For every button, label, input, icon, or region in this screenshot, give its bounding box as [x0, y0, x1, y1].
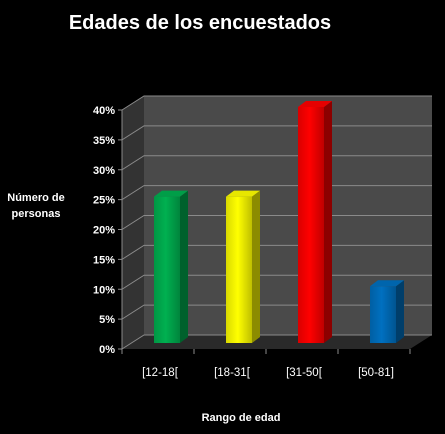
gridline: [121, 274, 432, 290]
bar-top-face: [370, 280, 404, 287]
bar: [298, 107, 324, 343]
y-tick-label: 20%: [93, 225, 115, 237]
bar-top-face: [154, 190, 188, 197]
bar-side-face: [396, 280, 404, 343]
bar-top-face: [298, 101, 332, 107]
gridline: [121, 215, 432, 230]
y-tick-label: 35%: [93, 135, 115, 147]
x-axis-label: Rango de edad: [202, 412, 281, 424]
x-tick-label: [18-31[: [214, 367, 251, 379]
gridline: [121, 185, 432, 201]
y-axis-label-line: personas: [12, 208, 61, 220]
x-tick-label: [50-81]: [358, 367, 394, 379]
y-tick-label: 10%: [93, 284, 115, 296]
y-axis-label-line: Número de: [7, 192, 64, 204]
y-tick-label: 25%: [93, 195, 115, 207]
y-tick-label: 5%: [99, 314, 115, 326]
bar-top-face: [226, 190, 260, 197]
y-tick-label: 40%: [93, 105, 115, 117]
gridline: [121, 95, 432, 111]
x-tick-label: [31-50[: [286, 367, 323, 379]
bar-side-face: [324, 101, 332, 343]
bar: [370, 286, 396, 343]
bar-side-face: [180, 190, 188, 343]
gridline: [121, 334, 432, 350]
plot-floor: [122, 335, 432, 349]
y-axis-label: Número de personas: [7, 192, 64, 220]
bar-side-face: [252, 190, 260, 343]
x-tick-label: [12-18[: [142, 367, 179, 379]
y-tick-label: 0%: [99, 344, 115, 356]
gridline: [121, 155, 432, 171]
y-tick-label: 15%: [93, 254, 115, 266]
bar: [226, 196, 252, 343]
y-tick-label: 30%: [93, 165, 115, 177]
gridline: [121, 304, 432, 320]
gridline: [121, 125, 432, 141]
bar: [154, 196, 180, 343]
gridline: [121, 244, 432, 260]
chart-title: Edades de los encuestados: [69, 12, 331, 34]
